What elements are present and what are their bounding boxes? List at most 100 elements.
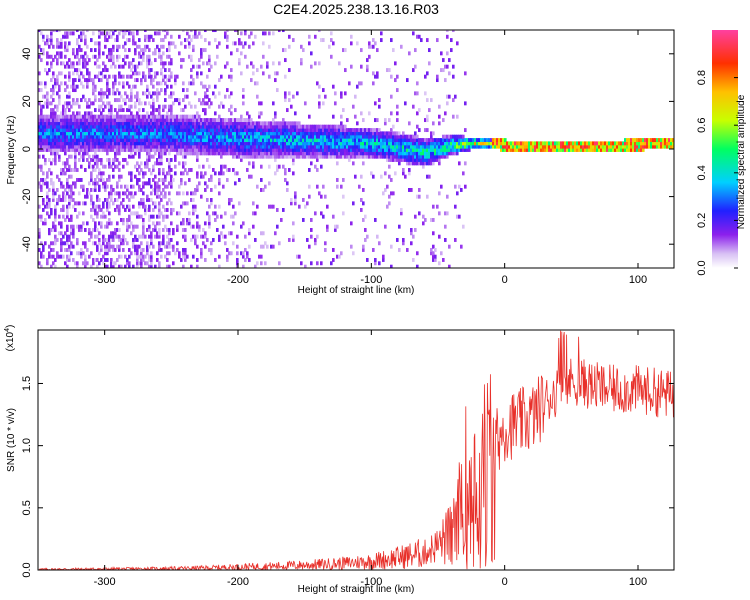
heat-cell [376,131,379,136]
heat-cell [326,141,329,146]
heat-cell [210,124,213,129]
heat-cell [442,148,445,152]
heat-cell [184,154,187,159]
heat-cell [130,104,133,109]
heat-cell [616,148,619,152]
heat-cell [58,198,61,202]
heat-cell [352,138,355,143]
heat-cell [80,118,83,123]
heat-cell [110,244,113,249]
heat-cell [414,48,417,53]
heat-cell [278,138,281,143]
heat-cell [262,151,265,156]
heat-cell [250,121,253,126]
heat-cell [66,131,69,136]
heat-cell [444,211,447,216]
heat-cell [346,128,349,133]
heat-cell [62,108,65,113]
heat-cell [156,98,159,103]
heat-cell [168,118,171,123]
heat-cell [74,184,77,189]
heat-cell [76,111,79,116]
heat-cell [504,141,507,146]
heat-cell [64,114,67,119]
heat-cell [62,171,65,176]
heat-cell [292,221,295,226]
heat-cell [124,148,127,152]
heat-cell [184,228,187,232]
heat-cell [70,31,73,36]
heat-cell [54,208,57,212]
heat-cell [444,64,447,69]
heat-cell [226,34,229,39]
heat-cell [116,121,119,126]
heat-cell [130,68,133,73]
heat-cell [98,118,101,123]
heat-cell [40,131,43,136]
heat-cell [106,84,109,89]
heat-cell [160,141,163,146]
heat-cell [448,151,451,156]
heat-cell [228,74,231,79]
heat-cell [74,164,77,169]
heat-cell [88,148,91,152]
heat-cell [304,204,307,209]
heat-cell [218,128,221,133]
heat-cell [208,178,211,182]
heat-cell [52,98,55,103]
heat-cell [50,54,53,59]
heat-cell [142,171,145,176]
heat-cell [390,134,393,139]
heat-cell [324,131,327,136]
heat-cell [104,181,107,186]
heat-cell [60,141,63,146]
heat-cell [146,84,149,89]
heat-cell [108,178,111,182]
heat-cell [452,134,455,139]
heat-cell [188,148,191,152]
heat-cell [68,218,71,222]
heat-cell [176,228,179,232]
heat-cell [142,254,145,259]
heat-cell [258,114,261,119]
heat-cell [314,154,317,159]
heat-cell [400,211,403,216]
heat-cell [202,148,205,152]
heat-cell [64,151,67,156]
heat-cell [182,138,185,143]
heat-cell [56,91,59,96]
heat-cell [126,148,129,152]
heat-cell [634,148,637,152]
heat-cell [164,74,167,79]
heat-cell [82,241,85,246]
heat-cell [538,148,541,152]
heat-cell [204,134,207,139]
heat-cell [302,48,305,53]
heat-cell [374,74,377,79]
heat-cell [258,111,261,116]
heat-cell [310,154,313,159]
heat-cell [410,241,413,246]
heat-cell [360,198,363,202]
heat-cell [576,141,579,146]
heat-cell [272,131,275,136]
heat-cell [444,138,447,143]
heat-cell [204,141,207,146]
heat-cell [206,144,209,149]
heat-cell [38,44,41,49]
heat-cell [204,30,207,33]
heat-cell [108,161,111,166]
heat-cell [132,224,135,229]
heat-cell [260,231,263,236]
heat-cell [58,84,61,89]
heat-cell [560,144,563,149]
heat-cell [146,64,149,69]
heat-cell [52,188,55,192]
heat-cell [414,228,417,232]
heat-cell [136,238,139,242]
heat-cell [226,128,229,133]
heat-cell [102,131,105,136]
heat-cell [584,144,587,149]
heat-cell [90,121,93,126]
heat-cell [78,68,81,73]
